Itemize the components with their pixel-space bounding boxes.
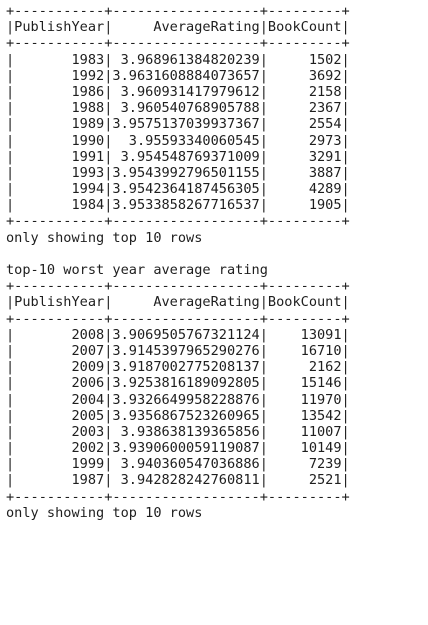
table-header-row: |PublishYear| AverageRating|BookCount|: [6, 19, 350, 36]
table-header-border: +-----------+------------------+--------…: [6, 35, 350, 52]
table-top-border: +-----------+------------------+--------…: [6, 278, 350, 295]
table-row: | 2009|3.9187002775208137| 2162|: [6, 359, 350, 376]
table-row: | 2003| 3.938638139365856| 11007|: [6, 423, 350, 440]
table-row: | 1992|3.9631608884073657| 3692|: [6, 67, 350, 84]
blank-line: [6, 246, 350, 262]
table-row: | 1988| 3.960540768905788| 2367|: [6, 100, 350, 117]
table-row: | 1994|3.9542364187456305| 4289|: [6, 181, 350, 198]
table-row: | 2002|3.9390600059119087| 10149|: [6, 440, 350, 457]
table-row: | 2008|3.9069505767321124| 13091|: [6, 326, 350, 343]
table-row: | 1983| 3.968961384820239| 1502|: [6, 51, 350, 68]
table-row: | 2005|3.9356867523260965| 13542|: [6, 407, 350, 424]
table-row: | 1984|3.9533858267716537| 1905|: [6, 197, 350, 214]
truncation-note: only showing top 10 rows: [6, 229, 203, 246]
table-row: | 1999| 3.940360547036886| 7239|: [6, 456, 350, 473]
table-row: | 1991| 3.954548769371009| 3291|: [6, 148, 350, 165]
table-row: | 2006|3.9253816189092805| 15146|: [6, 375, 350, 392]
table-header-border: +-----------+------------------+--------…: [6, 310, 350, 327]
table-row: | 1993|3.9543992796501155| 3887|: [6, 164, 350, 181]
console-output: +-----------+------------------+--------…: [6, 3, 350, 521]
section-heading: top-10 worst year average rating: [6, 262, 268, 278]
table-top-border: +-----------+------------------+--------…: [6, 3, 350, 19]
table-row: | 1990| 3.95593340060545| 2973|: [6, 132, 350, 149]
table-row: | 1987| 3.942828242760811| 2521|: [6, 472, 350, 489]
table-row: | 1986| 3.960931417979612| 2158|: [6, 83, 350, 100]
table-header-row: |PublishYear| AverageRating|BookCount|: [6, 294, 350, 311]
table-bottom-border: +-----------+------------------+--------…: [6, 488, 350, 505]
table-row: | 2007|3.9145397965290276| 16710|: [6, 342, 350, 359]
table-bottom-border: +-----------+------------------+--------…: [6, 213, 350, 230]
table-row: | 1989|3.9575137039937367| 2554|: [6, 116, 350, 133]
truncation-note: only showing top 10 rows: [6, 504, 203, 521]
table-row: | 2004|3.9326649958228876| 11970|: [6, 391, 350, 408]
